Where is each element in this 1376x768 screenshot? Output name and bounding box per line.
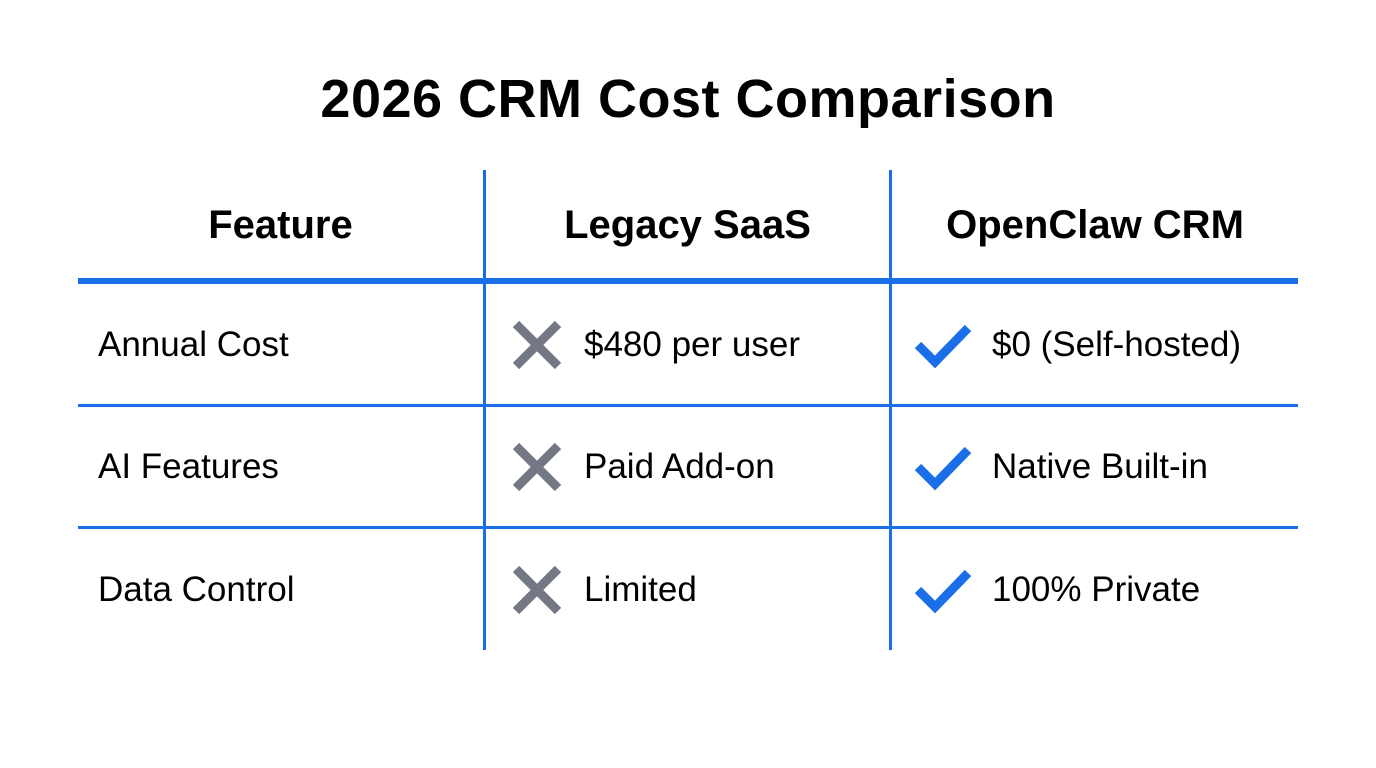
legacy-value: Paid Add-on (584, 447, 775, 486)
legacy-value: $480 per user (584, 325, 800, 364)
legacy-cell: Limited (510, 560, 697, 620)
feature-cell: AI Features (98, 447, 279, 486)
row-divider (78, 526, 1298, 529)
openclaw-cell: 100% Private (914, 560, 1200, 620)
openclaw-value: 100% Private (992, 570, 1201, 609)
openclaw-value: Native Built-in (992, 447, 1208, 486)
legacy-cell: Paid Add-on (510, 437, 775, 497)
feature-cell: Data Control (98, 570, 295, 609)
x-icon (510, 440, 564, 494)
header-feature: Feature (208, 203, 353, 247)
row-divider (78, 404, 1298, 407)
legacy-value: Limited (584, 570, 697, 609)
legacy-cell: $480 per user (510, 315, 800, 375)
check-icon (914, 563, 972, 617)
header-divider (78, 278, 1298, 284)
x-icon (510, 563, 564, 617)
column-divider (483, 170, 486, 650)
openclaw-value: $0 (Self-hosted) (992, 325, 1242, 364)
openclaw-cell: Native Built-in (914, 437, 1208, 497)
x-icon (510, 318, 564, 372)
page-title: 2026 CRM Cost Comparison (320, 69, 1056, 129)
header-openclaw-crm: OpenClaw CRM (946, 203, 1244, 247)
check-icon (914, 318, 972, 372)
header-legacy-saas: Legacy SaaS (564, 203, 811, 247)
check-icon (914, 440, 972, 494)
openclaw-cell: $0 (Self-hosted) (914, 315, 1241, 375)
column-divider (889, 170, 892, 650)
feature-cell: Annual Cost (98, 325, 289, 364)
